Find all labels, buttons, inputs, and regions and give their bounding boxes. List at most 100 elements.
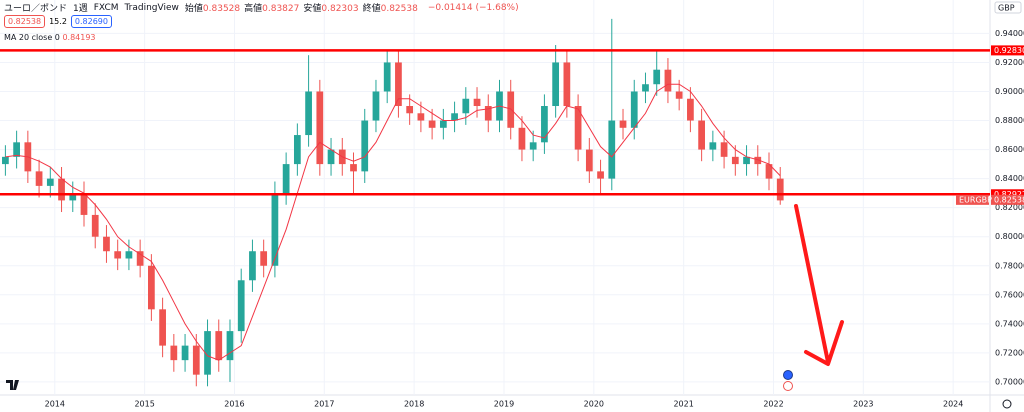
y-tick-label: 0.94000	[995, 29, 1024, 38]
candle-body	[585, 149, 593, 172]
currency-box	[994, 1, 1022, 14]
axis-panel	[990, 0, 1024, 412]
candle-body	[754, 156, 762, 165]
candle-body	[473, 98, 481, 107]
symbol: ユーロ／ポンド	[4, 4, 68, 14]
candle-body	[181, 345, 189, 361]
candle-body	[743, 156, 750, 165]
exchange: FXCM	[93, 2, 119, 13]
level-label: 0.92830	[994, 46, 1024, 55]
candle-body	[731, 156, 739, 165]
candle-body	[125, 251, 133, 259]
candle-body	[226, 331, 234, 361]
ma-name: MA 20 close 0	[4, 33, 60, 42]
candle-body	[260, 251, 268, 266]
ohlc: 始値0.83528 高値0.83827 安値0.82303 終値0.82538	[185, 1, 422, 14]
candle-body	[709, 142, 717, 150]
x-tick-label: 2014	[45, 400, 65, 409]
last-price-tag	[991, 194, 1024, 205]
candle-body	[69, 193, 77, 201]
candle-body	[305, 91, 312, 136]
candle-body	[383, 62, 391, 92]
tv-logo	[6, 380, 19, 390]
x-tick-label: 2020	[584, 400, 604, 409]
candle-body	[619, 120, 627, 128]
candle-body	[406, 106, 414, 114]
candle-body	[765, 164, 773, 179]
currency-label: GBP	[998, 4, 1015, 13]
candle-body	[350, 164, 357, 172]
symbol-tag	[956, 194, 989, 205]
candle-body	[327, 149, 335, 165]
candle-body	[192, 345, 200, 375]
event-icon	[783, 370, 793, 380]
candle-body	[372, 91, 380, 121]
candle-body	[574, 106, 582, 150]
candle-body	[46, 178, 54, 186]
last-price-label: 0.82538	[994, 195, 1024, 204]
candle-body	[439, 120, 447, 128]
candle-body	[395, 62, 402, 107]
x-tick-label: 2022	[763, 400, 783, 409]
candle-body	[451, 113, 458, 121]
sell-button[interactable]: 0.82538	[4, 15, 46, 28]
level-tag	[991, 189, 1024, 200]
buy-button[interactable]: 0.82690	[70, 15, 112, 28]
candle-body	[13, 142, 20, 157]
level-tag	[991, 45, 1024, 56]
candle-body	[136, 251, 144, 266]
level-label: 0.82922	[994, 190, 1024, 199]
down-arrow	[794, 204, 844, 366]
candle-body	[507, 91, 515, 128]
candle-body	[316, 91, 324, 165]
candle-body	[148, 265, 155, 310]
event-icon	[783, 381, 793, 391]
candle-body	[35, 171, 43, 186]
x-tick-label: 2024	[943, 400, 963, 409]
x-tick-label: 2021	[673, 400, 693, 409]
x-tick-label: 2015	[134, 400, 154, 409]
ma-legend: MA 20 close 0 0.84193	[4, 33, 96, 42]
ohlc-value: 0.83528	[202, 4, 241, 14]
candle-body	[630, 91, 638, 128]
interval: 1週	[73, 4, 88, 14]
candle-body	[720, 142, 728, 157]
trade-buttons: 0.82538 15.2 0.82690	[4, 15, 112, 28]
candle-body	[215, 331, 223, 361]
candle-body	[103, 236, 110, 252]
ohlc-label: 高値	[244, 4, 263, 14]
candle-body	[642, 84, 649, 92]
candle-body	[776, 178, 784, 201]
x-tick-label: 2019	[494, 400, 514, 409]
candle-body	[91, 214, 99, 237]
candle-body	[237, 280, 245, 332]
x-tick-label: 2018	[404, 400, 424, 409]
candle-body	[653, 69, 661, 85]
candle-body	[664, 69, 672, 92]
candle-body	[484, 106, 492, 121]
candle-body	[687, 98, 694, 121]
header: ユーロ／ポンド 1週 FXCM TradingView 始値0.83528 高値0…	[4, 1, 519, 15]
ohlc-value: 0.83827	[262, 4, 300, 14]
candle-body	[80, 193, 88, 215]
symbol-label: EURGBP	[959, 195, 992, 204]
candle-body	[698, 120, 705, 150]
ma-value: 0.84193	[62, 33, 96, 42]
candle-body	[597, 171, 604, 179]
x-tick-label: 2017	[314, 400, 334, 409]
candle-body	[58, 178, 65, 201]
ohlc-value: 0.82538	[380, 4, 418, 14]
candle-body	[204, 331, 211, 375]
settings-icon	[1002, 399, 1012, 409]
